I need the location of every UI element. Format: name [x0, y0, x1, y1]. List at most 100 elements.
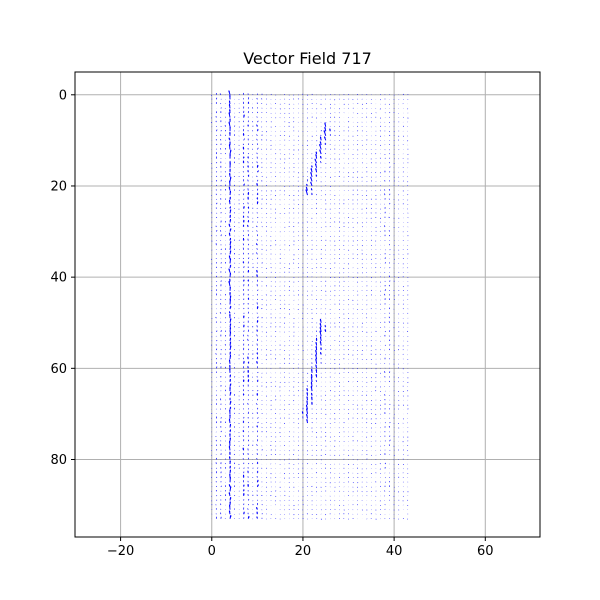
vector-arrow-head: [323, 130, 326, 133]
vector-arrow-head: [228, 456, 231, 459]
vector-arrow-head: [306, 400, 308, 403]
vector-arrow: [389, 267, 391, 269]
vector-arrow-head: [229, 168, 231, 171]
vector-arrow-head: [229, 386, 231, 389]
vector-arrow: [220, 262, 222, 264]
vector-arrow-head: [228, 359, 231, 362]
vector-arrow-head: [247, 101, 250, 104]
vector-arrow-head: [256, 516, 259, 519]
vector-arrow-head: [229, 354, 232, 357]
vector-arrow-head: [229, 460, 231, 463]
vector-arrow-head: [229, 337, 232, 340]
chart-title: Vector Field 717: [243, 49, 372, 68]
vector-arrow: [247, 338, 249, 342]
vector-arrow-head: [247, 169, 249, 172]
vector-arrow-head: [242, 430, 245, 432]
vector-arrow-head: [229, 437, 232, 440]
vector-arrow: [257, 120, 259, 123]
vector-arrow-head: [229, 94, 231, 97]
vector-arrow-head: [242, 279, 245, 282]
vector-arrow-head: [228, 504, 231, 507]
vector-arrow: [261, 513, 263, 515]
vector-arrow-head: [229, 486, 232, 488]
vector-arrow-head: [229, 451, 231, 454]
vector-arrow: [384, 262, 386, 264]
vector-arrow-head: [311, 401, 313, 404]
vector-arrow-head: [242, 489, 245, 491]
vector-arrow: [220, 107, 222, 109]
vector-arrow-head: [310, 392, 313, 395]
vector-arrow-head: [256, 507, 258, 509]
vector-arrow-head: [319, 326, 322, 329]
vector-arrow-head: [228, 484, 231, 487]
vector-arrow-head: [247, 270, 250, 272]
vector-arrow-head: [229, 278, 231, 281]
vector-arrow: [247, 107, 250, 109]
vector-arrow: [257, 179, 259, 182]
vector-arrow: [242, 243, 245, 246]
vector-arrow: [215, 97, 218, 100]
vector-arrow-head: [229, 237, 232, 240]
vector-arrow: [215, 366, 218, 369]
vector-arrow-head: [228, 90, 231, 93]
vector-arrow-head: [229, 258, 232, 260]
vector-arrow-head: [310, 176, 312, 179]
vector-arrow: [257, 417, 259, 419]
vector-arrow-head: [229, 245, 232, 248]
vector-arrow: [256, 134, 258, 136]
vector-arrow: [256, 230, 258, 232]
vector-arrow: [384, 330, 386, 333]
vector-arrow: [247, 508, 249, 510]
vector-arrow-head: [310, 396, 313, 399]
vector-arrow-head: [256, 393, 259, 395]
vector-arrow-head: [256, 201, 259, 204]
vector-arrow-head: [256, 269, 258, 272]
vector-arrow-head: [228, 199, 231, 202]
vector-arrow: [247, 402, 249, 405]
vector-arrow-head: [305, 189, 308, 192]
vector-arrow: [247, 97, 250, 100]
vector-arrow: [220, 130, 222, 132]
vector-arrow: [216, 495, 218, 497]
vector-arrow-head: [228, 109, 231, 111]
vector-arrow-head: [256, 320, 259, 322]
x-tick-label: −20: [107, 544, 134, 559]
vector-arrow: [219, 408, 222, 410]
vector-arrow-head: [229, 423, 232, 426]
vector-arrow: [247, 425, 250, 428]
vector-arrow-head: [229, 515, 232, 517]
vector-arrow: [384, 225, 386, 228]
vector-arrow-head: [229, 391, 232, 394]
vector-arrow: [219, 311, 222, 314]
vector-arrow-head: [228, 186, 231, 189]
vector-arrow-head: [247, 365, 249, 368]
vector-arrow-head: [256, 306, 259, 308]
vector-arrow: [243, 189, 245, 191]
vector-arrow-head: [242, 160, 245, 163]
vector-arrow-head: [228, 223, 231, 226]
vector-arrow-head: [242, 238, 245, 240]
vector-arrow-head: [306, 388, 309, 390]
vector-arrow-head: [229, 218, 232, 221]
vector-arrow-head: [247, 220, 250, 222]
vector-arrow-head: [242, 484, 245, 487]
vector-arrow: [215, 316, 217, 319]
vector-arrow: [256, 97, 258, 100]
vector-arrow-head: [229, 501, 232, 504]
y-tick-label: 80: [50, 453, 67, 468]
vector-arrow-head: [228, 255, 231, 258]
vector-arrow-head: [229, 264, 232, 267]
vector-arrow-head: [256, 124, 258, 127]
vector-arrow: [257, 467, 259, 469]
vector-arrow-head: [329, 128, 331, 131]
vector-arrow-head: [324, 329, 327, 331]
vector-arrow-head: [247, 470, 249, 473]
vector-arrow-head: [324, 142, 327, 145]
vector-arrow: [219, 444, 222, 446]
vector-arrow: [216, 202, 218, 205]
vector-arrow-head: [319, 322, 322, 325]
vector-arrow: [242, 171, 244, 173]
vector-arrow-head: [229, 374, 232, 377]
vector-arrow-head: [319, 141, 322, 144]
